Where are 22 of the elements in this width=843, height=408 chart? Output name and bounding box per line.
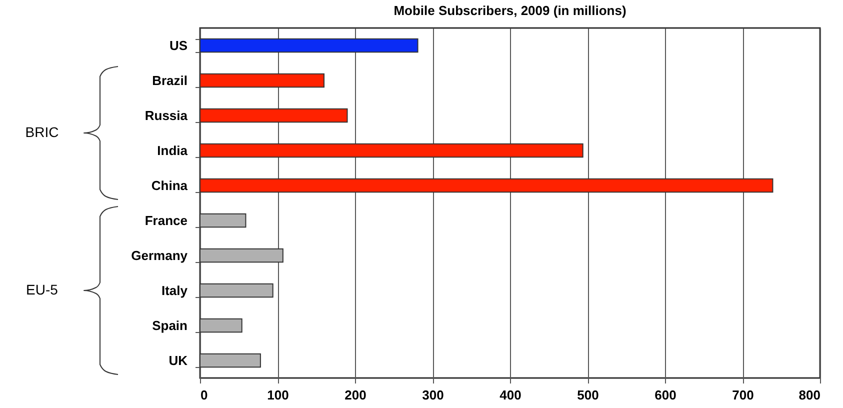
x-tick-label: 400 [500,388,522,402]
y-tick-label: Brazil [152,73,188,88]
y-tick-label: Italy [161,283,188,298]
x-tick-label: 600 [654,388,676,402]
y-tick-label: Spain [152,318,188,333]
text: BRIC [25,124,59,140]
x-tick-label: 500 [577,388,599,402]
chart-title: Mobile Subscribers, 2009 (in millions) [394,3,626,18]
x-tick-label: 700 [732,388,754,402]
x-tick-label: 300 [422,388,444,402]
y-tick-label: Germany [131,248,188,263]
y-tick-label: India [157,143,188,158]
text: EU-5 [26,282,58,298]
y-tick-label: US [169,38,188,53]
y-tick-label: Russia [144,108,188,123]
x-tick-label: 0 [200,388,208,402]
y-tick-label: China [151,178,188,193]
x-tick-label: 200 [344,388,366,402]
y-tick-label: France [144,213,188,228]
x-tick-label: 800 [798,388,820,402]
y-tick-label: UK [168,353,188,368]
x-tick-label: 100 [267,388,289,402]
